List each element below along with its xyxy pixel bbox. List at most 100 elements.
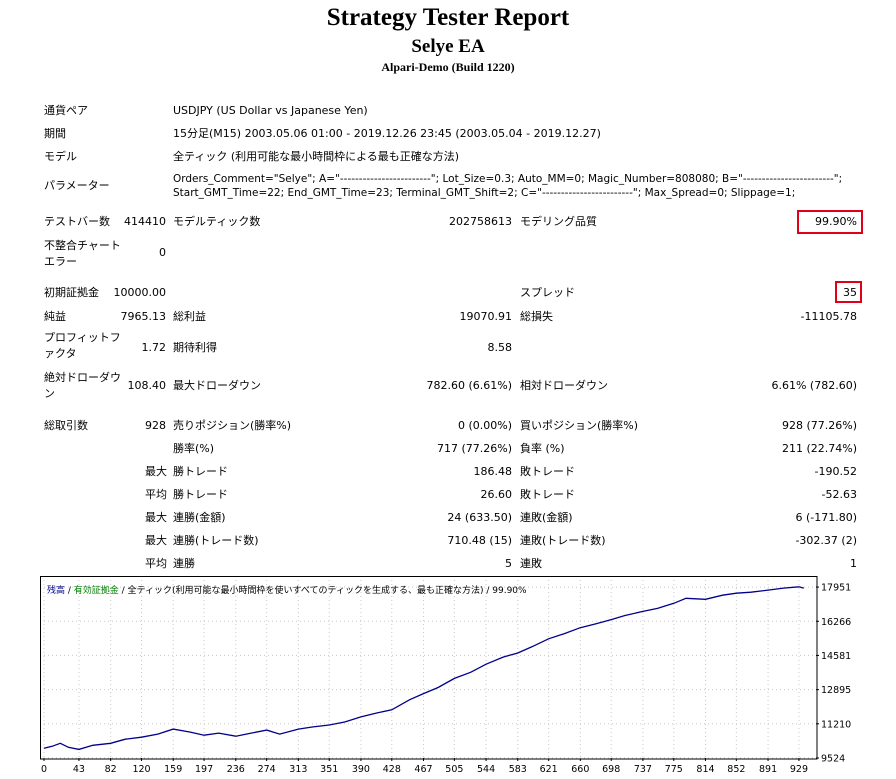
- average-consecutive-wins-label: 連勝: [173, 557, 195, 570]
- long-positions-value: 928 (77.26%): [781, 419, 857, 432]
- max-consecutive-prefix: 最大: [145, 511, 167, 524]
- absolute-drawdown-value: 108.40: [127, 379, 167, 392]
- consecutive-loss-value: -302.37 (2): [795, 534, 857, 547]
- short-positions-label: 売りポジション(勝率%): [173, 419, 292, 432]
- gross-profit-value: 19070.91: [459, 310, 513, 323]
- x-tick-label: 82: [105, 764, 117, 774]
- x-tick-label: 120: [132, 764, 150, 774]
- expected-payoff-label: 期待利得: [173, 341, 217, 354]
- gross-loss-label: 総損失: [520, 310, 553, 323]
- period-label: 期間: [44, 127, 66, 140]
- x-tick-label: 274: [258, 764, 276, 774]
- win-rate-label: 勝率(%): [173, 442, 215, 455]
- consecutive-losses-money-label: 連敗(金額): [520, 511, 573, 524]
- mismatch-label: 不整合チャートエラー: [44, 239, 121, 268]
- absolute-drawdown-label: 絶対ドローダウン: [44, 371, 121, 400]
- x-tick-label: 698: [602, 764, 620, 774]
- mismatch-value: 0: [159, 246, 166, 259]
- y-tick-label: 12895: [821, 685, 851, 696]
- y-tick-label: 9524: [821, 754, 845, 765]
- win-rate-value: 717 (77.26%): [436, 442, 512, 455]
- quality-value: 99.90%: [815, 215, 857, 228]
- largest-win-value: 186.48: [473, 465, 513, 478]
- x-tick-label: 775: [665, 764, 683, 774]
- largest-win-label: 勝トレード: [173, 465, 228, 478]
- largest-loss-label: 敗トレード: [520, 465, 575, 478]
- x-tick-label: 929: [790, 764, 808, 774]
- consecutive-losses-money-value: 6 (-171.80): [795, 511, 857, 524]
- x-tick-label: 814: [696, 764, 714, 774]
- balance-line: [43, 586, 804, 751]
- x-tick-label: 660: [571, 764, 589, 774]
- spread-label: スプレッド: [520, 286, 575, 299]
- ticks-value: 202758613: [449, 215, 512, 228]
- x-tick-label: 236: [227, 764, 245, 774]
- total-trades-label: 総取引数: [44, 419, 88, 432]
- x-tick-label: 313: [289, 764, 307, 774]
- net-profit-value: 7965.13: [120, 310, 167, 323]
- ticks-label: モデルティック数: [173, 215, 261, 228]
- consecutive-loss-label: 連敗(トレード数): [520, 534, 606, 547]
- ea-name: Selye EA: [411, 36, 485, 57]
- largest-loss-value: -190.52: [814, 465, 857, 478]
- average-consecutive-wins-value: 5: [505, 557, 512, 570]
- spread-highlight-box: [835, 281, 862, 303]
- y-tick-label: 11210: [821, 719, 851, 730]
- period-value: 15分足(M15) 2003.05.06 01:00 - 2019.12.26 …: [173, 127, 601, 140]
- loss-rate-label: 負率 (%): [520, 442, 565, 455]
- parameters-label: パラメーター: [44, 179, 110, 192]
- deposit-label: 初期証拠金: [44, 286, 99, 299]
- average-consecutive-prefix: 平均: [145, 557, 167, 570]
- model-label: モデル: [44, 150, 77, 163]
- server-build: Alpari-Demo (Build 1220): [381, 60, 515, 74]
- average-consecutive-losses-value: 1: [850, 557, 857, 570]
- bars-label: テストバー数: [44, 215, 110, 228]
- chart-frame: [40, 576, 818, 760]
- short-positions-value: 0 (0.00%): [457, 419, 512, 432]
- x-tick-label: 0: [41, 764, 47, 774]
- profit-factor-value: 1.72: [141, 341, 167, 354]
- max-drawdown-label: 最大ドローダウン: [173, 379, 261, 392]
- expected-payoff-value: 8.58: [487, 341, 513, 354]
- x-tick-label: 621: [540, 764, 558, 774]
- average-consecutive-losses-label: 連敗: [520, 557, 542, 570]
- average-win-value: 26.60: [480, 488, 513, 501]
- x-tick-label: 390: [352, 764, 370, 774]
- y-tick-label: 17951: [821, 583, 851, 594]
- quality-label: モデリング品質: [520, 215, 597, 228]
- consecutive-wins-money-value: 24 (633.50): [447, 511, 512, 524]
- relative-drawdown-label: 相対ドローダウン: [520, 379, 608, 392]
- legend-equity: 有効証拠金: [73, 586, 119, 596]
- max-drawdown-value: 782.60 (6.61%): [426, 379, 512, 392]
- x-tick-label: 505: [445, 764, 463, 774]
- x-tick-label: 159: [164, 764, 182, 774]
- x-tick-label: 891: [759, 764, 777, 774]
- legend-description: / 全ティック(利用可能な最小時間枠を使いすべてのティックを生成する、最も正確な…: [118, 586, 527, 596]
- relative-drawdown-value: 6.61% (782.60): [771, 379, 857, 392]
- legend-separator: /: [65, 586, 74, 596]
- deposit-value: 10000.00: [113, 286, 167, 299]
- y-tick-label: 14581: [821, 651, 851, 662]
- symbol-value: USDJPY (US Dollar vs Japanese Yen): [173, 104, 368, 117]
- x-tick-label: 852: [727, 764, 745, 774]
- parameters-line-1: Orders_Comment="Selye"; A="-------------…: [173, 173, 843, 185]
- parameters-line-2: Start_GMT_Time=22; End_GMT_Time=23; Term…: [173, 187, 796, 199]
- net-profit-label: 純益: [44, 310, 66, 323]
- average-win-label: 勝トレード: [173, 488, 228, 501]
- x-tick-label: 43: [73, 764, 85, 774]
- balance-chart: 0 43 82 120 159 197 236 274 313 351 390 428 467 505 54…: [40, 576, 851, 774]
- legend-balance: 残高: [47, 586, 66, 596]
- loss-rate-value: 211 (22.74%): [781, 442, 857, 455]
- profit-factor-label: プロフィットファクタ: [44, 331, 121, 360]
- consecutive-profit-label: 連勝(トレード数): [173, 534, 259, 547]
- largest-prefix: 最大: [145, 465, 167, 478]
- report-title: Strategy Tester Report: [326, 4, 570, 31]
- gross-loss-value: -11105.78: [800, 310, 857, 323]
- x-tick-label: 544: [477, 764, 495, 774]
- long-positions-label: 買いポジション(勝率%): [520, 419, 639, 432]
- spread-value: 35: [843, 286, 857, 299]
- max-consecutive-prefix-2: 最大: [145, 534, 167, 547]
- x-tick-label: 737: [634, 764, 652, 774]
- x-tick-label: 351: [320, 764, 338, 774]
- gross-profit-label: 総利益: [173, 310, 206, 323]
